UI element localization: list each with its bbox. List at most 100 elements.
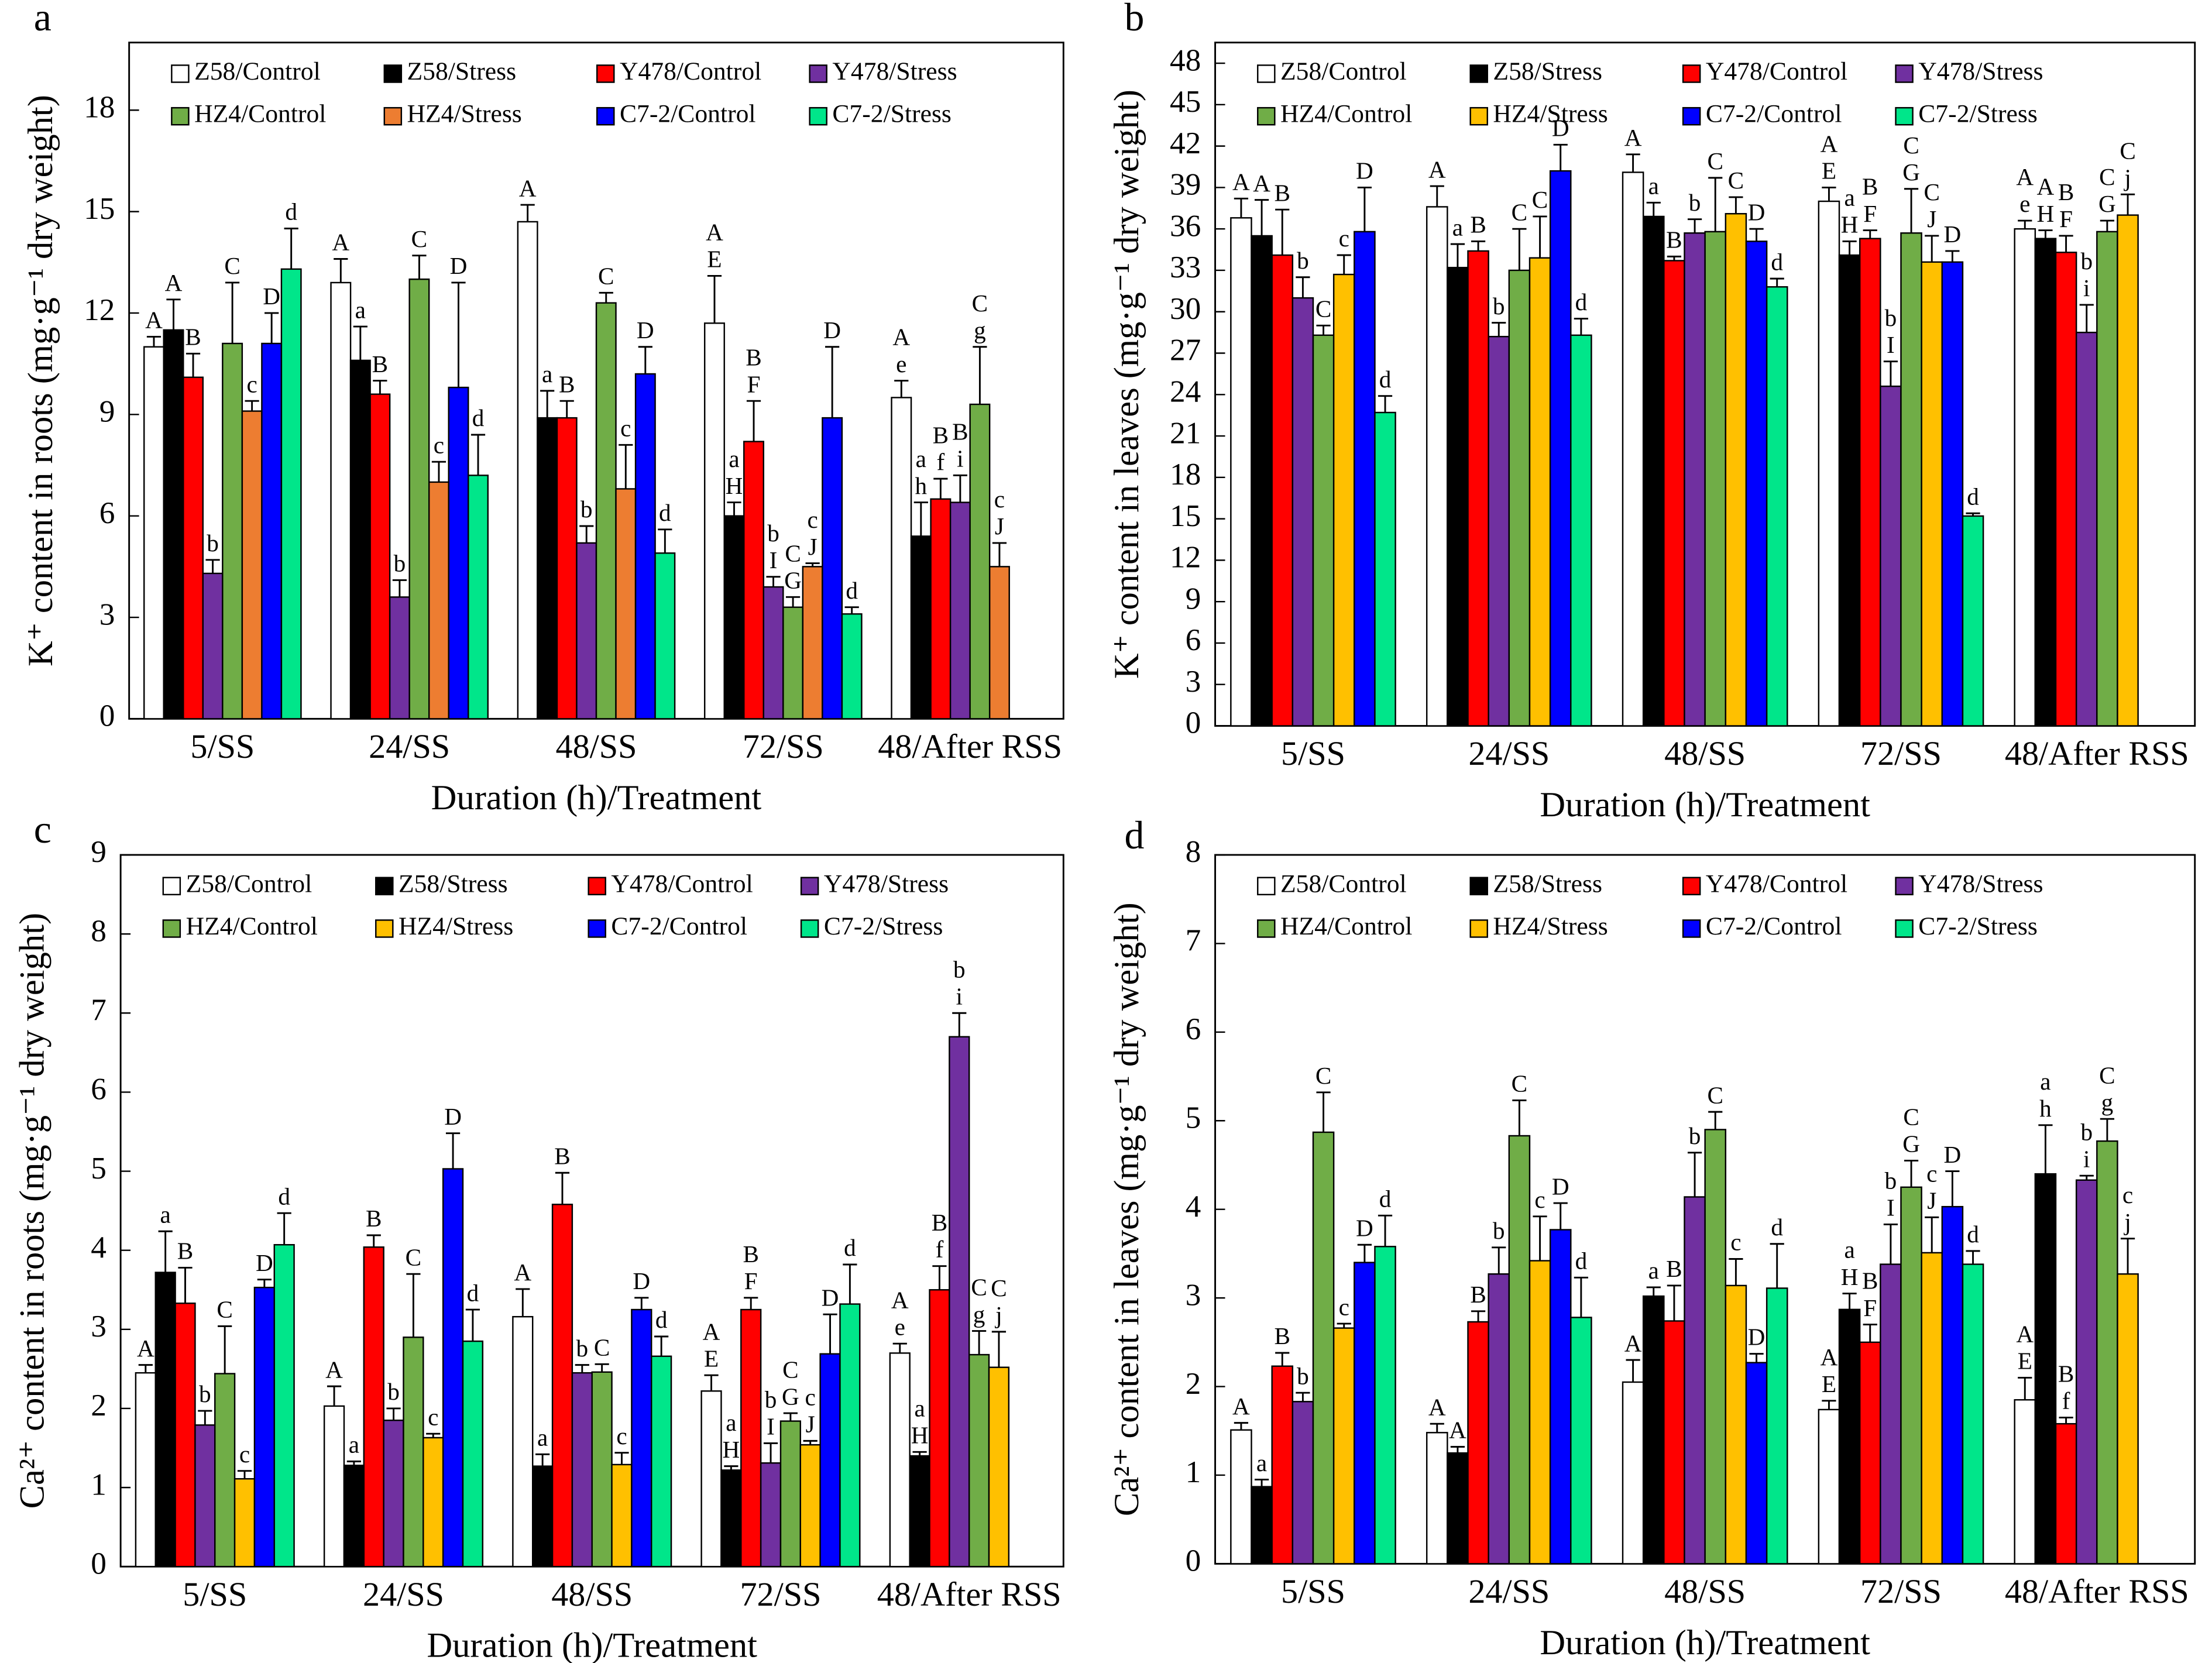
- bar: [576, 542, 597, 720]
- significance-letter: f: [936, 448, 944, 475]
- y-tick-label: 2: [91, 1388, 107, 1423]
- error-bar: [559, 400, 574, 418]
- significance-letter: i: [2083, 1145, 2090, 1172]
- significance-letter: d: [278, 1183, 290, 1210]
- y-tick-label: 6: [1186, 623, 1201, 657]
- error-bar: [334, 258, 348, 283]
- y-tick-label: 6: [1186, 1012, 1201, 1046]
- significance-letter: H: [2037, 200, 2055, 227]
- error-bar: [146, 335, 162, 347]
- bar: [703, 322, 725, 720]
- significance-letter: A: [2016, 163, 2034, 190]
- bar: [428, 481, 449, 720]
- bar: [403, 1336, 424, 1568]
- bar: [841, 613, 863, 720]
- significance-letter: c: [805, 1384, 816, 1411]
- error-bar: [406, 1273, 421, 1338]
- error-bar: [2120, 193, 2135, 215]
- x-axis-title: Duration (h)/Treatment: [431, 778, 762, 817]
- legend-label: Y478/Stress: [824, 870, 949, 898]
- bar: [1818, 1408, 1840, 1565]
- bar: [1549, 170, 1572, 727]
- bar: [163, 329, 184, 720]
- bar: [1880, 1263, 1902, 1565]
- x-tick-label: 48/After RSS: [877, 1575, 1062, 1613]
- significance-letter: b: [765, 1386, 777, 1413]
- bar: [1622, 1381, 1644, 1565]
- legend-label: Y478/Stress: [1918, 870, 2043, 898]
- error-bar: [654, 1335, 669, 1356]
- legend-swatch: [162, 877, 181, 896]
- error-bar: [912, 1451, 927, 1456]
- significance-letter: D: [1552, 114, 1569, 141]
- error-bar: [1646, 201, 1661, 217]
- significance-letter: a: [1256, 1449, 1267, 1476]
- significance-letter: G: [784, 567, 802, 594]
- y-tick-label: 27: [1170, 333, 1201, 367]
- significance-letter: a: [1844, 184, 1854, 211]
- error-bar: [1492, 1246, 1506, 1274]
- significance-letter: a: [1648, 1257, 1659, 1284]
- bar: [369, 393, 391, 720]
- legend-label: Y478/Control: [611, 870, 753, 898]
- legend-label: HZ4/Control: [1280, 100, 1412, 128]
- error-bar: [1337, 1322, 1351, 1328]
- significance-letter: A: [1821, 130, 1838, 157]
- error-bar: [1357, 186, 1372, 232]
- legend-swatch: [1682, 877, 1701, 896]
- significance-letter: B: [1470, 1281, 1486, 1308]
- x-tick-label: 24/SS: [1468, 1572, 1550, 1610]
- x-tick-label: 5/SS: [190, 727, 255, 765]
- bar: [1900, 232, 1922, 727]
- error-bar: [392, 579, 407, 597]
- significance-letter: a: [355, 296, 366, 323]
- legend-swatch: [809, 106, 827, 126]
- legend-swatch: [1895, 106, 1914, 126]
- significance-letter: B: [559, 370, 575, 397]
- bar: [1725, 213, 1747, 727]
- error-bar: [803, 1439, 818, 1445]
- y-tick-label: 39: [1170, 167, 1201, 202]
- bar: [1859, 238, 1881, 727]
- legend-label: C7-2/Control: [1706, 912, 1842, 940]
- error-bar: [426, 1432, 441, 1438]
- error-bar: [1533, 1215, 1547, 1261]
- bar: [2096, 1140, 2118, 1565]
- significance-letter: I: [767, 1413, 775, 1440]
- bar: [1467, 1321, 1489, 1565]
- significance-letter: E: [2018, 1348, 2032, 1375]
- significance-letter: B: [933, 421, 949, 448]
- error-bar: [386, 1407, 401, 1421]
- significance-letter: B: [177, 1238, 193, 1265]
- legend-label: C7-2/Control: [611, 912, 747, 940]
- bar: [720, 1469, 742, 1568]
- significance-letter: c: [434, 431, 444, 458]
- significance-letter: a: [537, 1424, 548, 1451]
- significance-letter: C: [1707, 147, 1723, 174]
- significance-letter: d: [655, 1306, 668, 1333]
- error-bar: [2100, 219, 2115, 232]
- error-bar: [844, 606, 859, 614]
- significance-letter: c: [2122, 1181, 2133, 1208]
- bar: [1941, 1205, 1964, 1565]
- bar: [2034, 1173, 2057, 1565]
- error-bar: [933, 477, 948, 499]
- bar: [2014, 1399, 2036, 1565]
- legend-label: Z58/Stress: [1493, 870, 1602, 898]
- error-bar: [277, 1212, 291, 1245]
- bar: [1332, 273, 1355, 727]
- bar: [1684, 232, 1706, 727]
- error-bar: [766, 576, 781, 587]
- legend-label: Y478/Control: [620, 57, 761, 85]
- significance-letter: H: [723, 1436, 740, 1463]
- significance-letter: c: [620, 415, 631, 442]
- bar: [135, 1372, 156, 1568]
- bar: [631, 1308, 652, 1568]
- significance-letter: C: [2099, 163, 2115, 190]
- error-bar: [614, 1452, 629, 1465]
- bar: [929, 1289, 950, 1568]
- error-bar: [445, 1132, 461, 1169]
- error-bar: [1430, 1423, 1444, 1433]
- bar: [1745, 240, 1768, 727]
